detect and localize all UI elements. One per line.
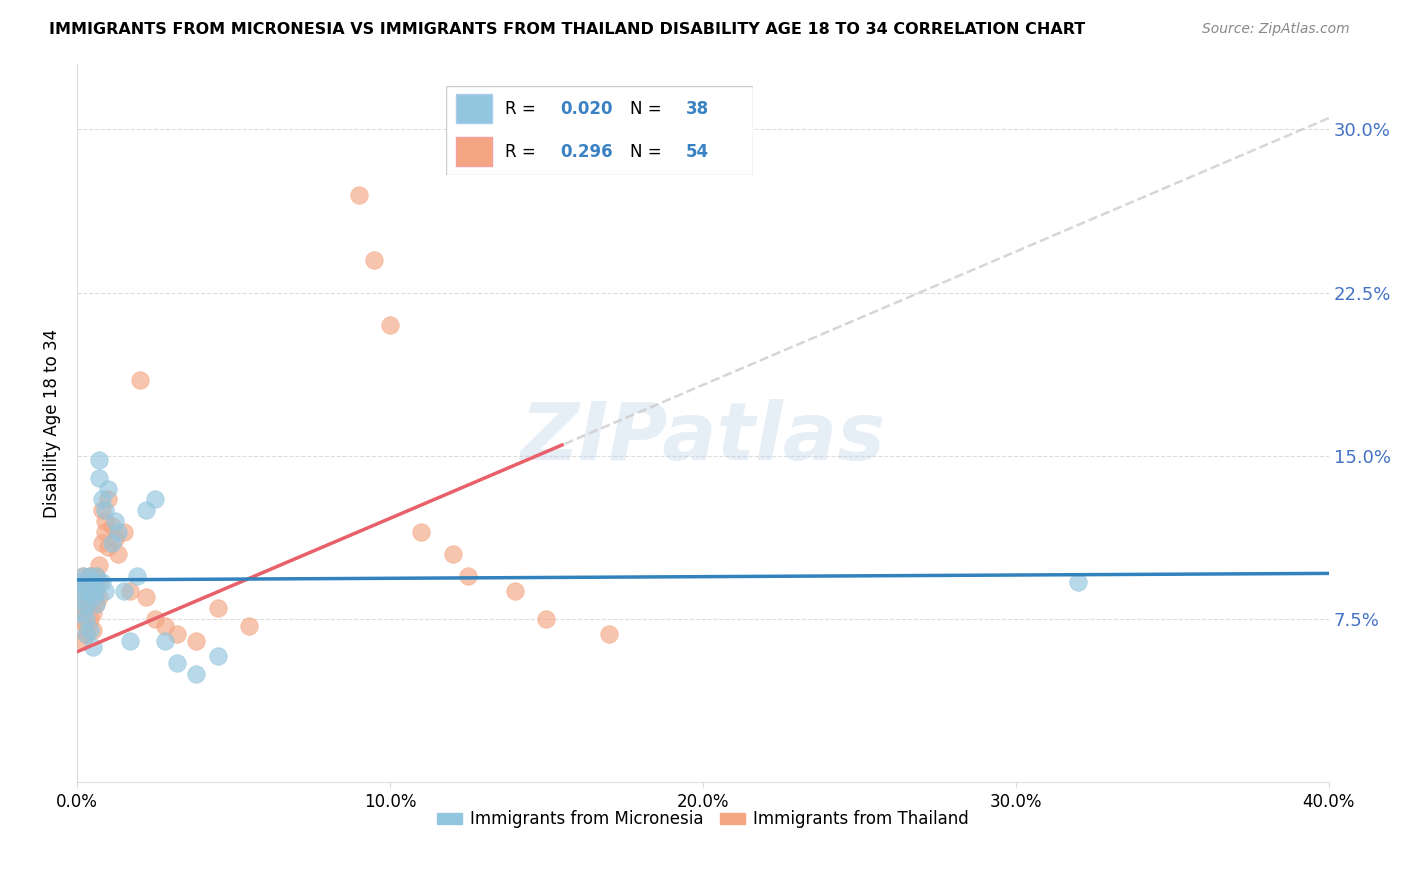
Point bbox=[104, 532, 127, 546]
Point bbox=[82, 591, 104, 605]
Point bbox=[207, 649, 229, 664]
Text: ZIPatlas: ZIPatlas bbox=[520, 399, 886, 476]
Point bbox=[84, 568, 107, 582]
Point bbox=[91, 575, 114, 590]
Point bbox=[79, 568, 101, 582]
Point bbox=[153, 618, 176, 632]
Point bbox=[76, 618, 98, 632]
Point bbox=[69, 575, 91, 590]
Point bbox=[457, 568, 479, 582]
Point bbox=[143, 492, 166, 507]
Point bbox=[135, 503, 157, 517]
Point bbox=[76, 627, 98, 641]
Point bbox=[347, 187, 370, 202]
Point bbox=[82, 575, 104, 590]
Legend: Immigrants from Micronesia, Immigrants from Thailand: Immigrants from Micronesia, Immigrants f… bbox=[430, 804, 976, 835]
Point bbox=[82, 575, 104, 590]
Point bbox=[97, 541, 120, 555]
Point bbox=[87, 558, 110, 572]
Point bbox=[79, 597, 101, 611]
Point bbox=[84, 583, 107, 598]
Point bbox=[69, 591, 91, 605]
Point bbox=[94, 583, 117, 598]
Point bbox=[84, 583, 107, 598]
Point bbox=[72, 633, 94, 648]
Point bbox=[72, 568, 94, 582]
Point bbox=[72, 606, 94, 620]
Point bbox=[100, 518, 122, 533]
Point bbox=[72, 583, 94, 598]
Point bbox=[441, 547, 464, 561]
Point bbox=[97, 482, 120, 496]
Point bbox=[84, 597, 107, 611]
Point bbox=[79, 612, 101, 626]
Text: Source: ZipAtlas.com: Source: ZipAtlas.com bbox=[1202, 22, 1350, 37]
Point bbox=[166, 656, 188, 670]
Point bbox=[143, 612, 166, 626]
Text: IMMIGRANTS FROM MICRONESIA VS IMMIGRANTS FROM THAILAND DISABILITY AGE 18 TO 34 C: IMMIGRANTS FROM MICRONESIA VS IMMIGRANTS… bbox=[49, 22, 1085, 37]
Point bbox=[84, 568, 107, 582]
Point bbox=[69, 612, 91, 626]
Point bbox=[238, 618, 260, 632]
Point bbox=[166, 627, 188, 641]
Point bbox=[91, 503, 114, 517]
Point bbox=[153, 633, 176, 648]
Point bbox=[91, 536, 114, 550]
Point bbox=[120, 633, 142, 648]
Point bbox=[82, 606, 104, 620]
Point bbox=[207, 601, 229, 615]
Point bbox=[79, 583, 101, 598]
Point bbox=[82, 591, 104, 605]
Point bbox=[76, 579, 98, 593]
Point bbox=[128, 373, 150, 387]
Point bbox=[72, 606, 94, 620]
Point bbox=[120, 583, 142, 598]
Point bbox=[112, 524, 135, 539]
Point bbox=[378, 318, 401, 333]
Point bbox=[104, 514, 127, 528]
Point bbox=[76, 591, 98, 605]
Point bbox=[84, 597, 107, 611]
Point bbox=[69, 597, 91, 611]
Point bbox=[125, 568, 148, 582]
Point bbox=[82, 623, 104, 637]
Point bbox=[107, 524, 129, 539]
Point bbox=[76, 601, 98, 615]
Point bbox=[87, 575, 110, 590]
Point bbox=[82, 640, 104, 655]
Point bbox=[76, 627, 98, 641]
Point bbox=[76, 575, 98, 590]
Point bbox=[72, 568, 94, 582]
Point bbox=[503, 583, 526, 598]
Point bbox=[411, 524, 433, 539]
Y-axis label: Disability Age 18 to 34: Disability Age 18 to 34 bbox=[44, 328, 60, 517]
Point bbox=[87, 470, 110, 484]
Point bbox=[79, 583, 101, 598]
Point bbox=[72, 583, 94, 598]
Point bbox=[184, 633, 207, 648]
Point bbox=[87, 453, 110, 467]
Point bbox=[91, 492, 114, 507]
Point bbox=[135, 591, 157, 605]
Point bbox=[94, 524, 117, 539]
Point bbox=[94, 503, 117, 517]
Point bbox=[1067, 575, 1090, 590]
Point bbox=[79, 568, 101, 582]
Point bbox=[536, 612, 558, 626]
Point bbox=[87, 591, 110, 605]
Point bbox=[107, 547, 129, 561]
Point bbox=[76, 597, 98, 611]
Point bbox=[112, 583, 135, 598]
Point bbox=[598, 627, 620, 641]
Point bbox=[97, 492, 120, 507]
Point bbox=[100, 536, 122, 550]
Point bbox=[363, 252, 385, 267]
Point bbox=[69, 579, 91, 593]
Point bbox=[94, 514, 117, 528]
Point bbox=[184, 666, 207, 681]
Point bbox=[79, 623, 101, 637]
Point bbox=[76, 612, 98, 626]
